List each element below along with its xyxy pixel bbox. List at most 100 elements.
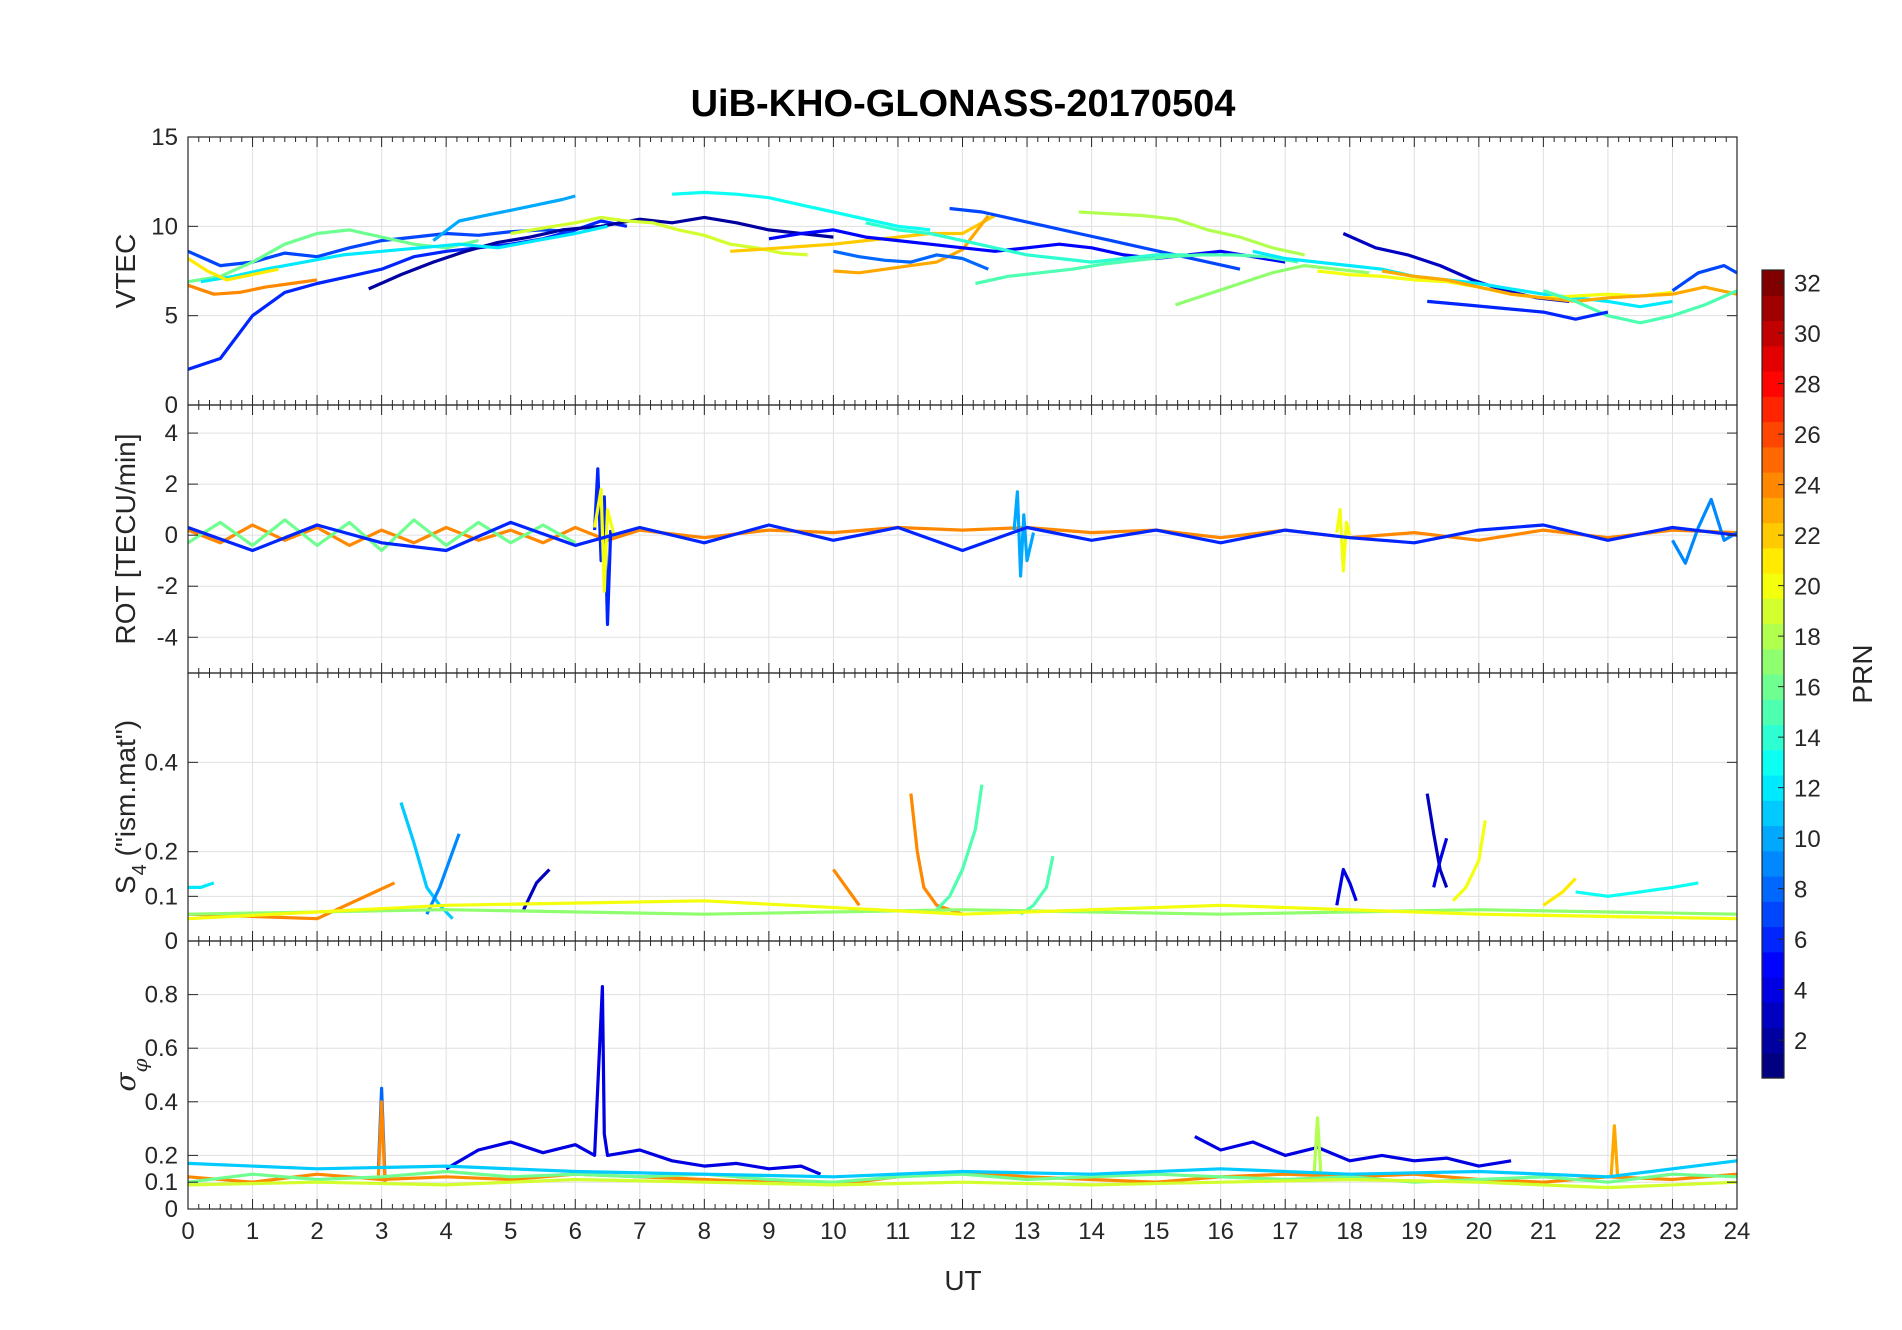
colorbar-tick-label: 6	[1794, 927, 1807, 954]
colorbar-swatch-27	[1762, 396, 1784, 423]
colorbar-swatch-29	[1762, 345, 1784, 372]
colorbar-swatch-2	[1762, 1027, 1784, 1054]
s4-y-tick-label: 0.2	[145, 839, 178, 866]
s4-y-tick-label: 0	[165, 928, 178, 955]
vtec-series-prn-15	[975, 253, 1299, 286]
vtec-series-prn-20	[1317, 269, 1673, 300]
x-tick-label: 5	[504, 1218, 517, 1245]
s4-y-axis-label: S4 ("ism.mat")	[110, 720, 151, 894]
colorbar-swatch-24	[1762, 472, 1784, 498]
vtec-series-prn-10	[432, 194, 576, 242]
x-tick-label: 2	[310, 1218, 323, 1245]
x-tick-label: 24	[1724, 1218, 1751, 1245]
vtec-series-prn-6	[188, 219, 628, 371]
sigma-grid	[187, 941, 1738, 1210]
rot-y-tick-label: 2	[165, 471, 178, 498]
x-tick-label: 17	[1272, 1218, 1299, 1245]
vtec-series-prn-22	[730, 214, 996, 253]
s4-series-prn-20	[188, 899, 1737, 921]
x-tick-label: 19	[1401, 1218, 1428, 1245]
vtec-series-prn-8	[833, 249, 989, 271]
colorbar-tick-label: 2	[1794, 1028, 1807, 1055]
colorbar-swatch-19	[1762, 598, 1784, 625]
sigma-y-tick-label: 0	[165, 1196, 178, 1223]
x-tick-label: 4	[439, 1218, 452, 1245]
colorbar-swatch-11	[1762, 800, 1784, 827]
colorbar-swatch-7	[1762, 901, 1784, 928]
colorbar-tick-label: 14	[1794, 725, 1821, 752]
s4-series-prn-13	[1575, 881, 1699, 898]
vtec-series-prn-7	[949, 206, 1241, 271]
sigma-series-prn-23	[1609, 1124, 1620, 1177]
rot-y-tick-label: 4	[165, 420, 178, 447]
s4-y-tick-label: 0.4	[145, 749, 178, 776]
colorbar-swatch-32	[1762, 270, 1784, 296]
x-tick-label: 22	[1595, 1218, 1622, 1245]
sigma-y-axis-label: σφ	[109, 1058, 152, 1091]
s4-series-prn-11	[399, 802, 454, 920]
rot-y-tick-label: -4	[157, 624, 178, 651]
x-tick-label: 20	[1465, 1218, 1492, 1245]
x-tick-label: 15	[1143, 1218, 1170, 1245]
colorbar-frame	[1761, 269, 1785, 1079]
sigma-y-tick-label: 0.1	[145, 1169, 178, 1196]
rot-series-prn-9	[1671, 497, 1737, 565]
sigma-series-prn-19	[188, 1177, 1737, 1190]
s4-series-prn-20	[1451, 820, 1487, 902]
x-tick-label: 18	[1336, 1218, 1363, 1245]
vtec-series-prn-21	[188, 257, 279, 282]
vtec-series-prn-18	[1078, 210, 1305, 257]
x-tick-label: 14	[1078, 1218, 1105, 1245]
vtec-series-prn-12	[1252, 249, 1673, 309]
colorbar-tick-label: 4	[1794, 978, 1807, 1005]
sigma-y-tick-label: 0.6	[145, 1035, 178, 1062]
vtec-series-prn-23	[1381, 269, 1737, 303]
colorbar-swatch-8	[1762, 876, 1784, 902]
colorbar-tick-label: 32	[1794, 271, 1821, 298]
s4-series-prn-24	[832, 868, 861, 907]
colorbar-swatch-23	[1762, 497, 1784, 524]
colorbar-tick-label: 28	[1794, 372, 1821, 399]
x-axis-label: UT	[944, 1265, 981, 1296]
x-tick-label: 7	[633, 1218, 646, 1245]
colorbar-swatch-20	[1762, 573, 1784, 599]
vtec-grid	[187, 136, 1738, 406]
colorbar-swatch-9	[1762, 850, 1784, 877]
x-tick-label: 0	[181, 1218, 194, 1245]
vtec-series-prn-12	[200, 224, 608, 284]
vtec-series-prn-7	[1671, 264, 1737, 293]
vtec-y-tick-label: 10	[151, 213, 178, 240]
x-tick-label: 8	[698, 1218, 711, 1245]
panel-rot: -4 -2 0 2 4 ROT [TECU/min]	[110, 404, 1738, 674]
rot-y-tick-label: 0	[165, 522, 178, 549]
sigma-y-tick-label: 0.2	[145, 1142, 178, 1169]
x-tick-label: 12	[949, 1218, 976, 1245]
colorbar-swatch-1	[1762, 1052, 1784, 1079]
colorbar-tick-label: 26	[1794, 422, 1821, 449]
rot-series-prn-20	[1335, 508, 1352, 573]
s4-series-prn-15	[1019, 855, 1055, 916]
colorbar-swatch-22	[1762, 522, 1784, 549]
colorbar-tick-label: 24	[1794, 473, 1821, 500]
rot-series-prn-10	[1012, 490, 1036, 578]
s4-series-group	[188, 784, 1737, 921]
s4-y-tick-label: 0.1	[145, 883, 178, 910]
vtec-series-prn-6	[1427, 299, 1609, 321]
panel-vtec: 0 5 10 15 VTEC	[110, 124, 1738, 419]
x-tick-label: 16	[1207, 1218, 1234, 1245]
colorbar-tick-label: 30	[1794, 321, 1821, 348]
x-tick-label: 1	[246, 1218, 259, 1245]
s4-series-prn-9	[425, 833, 461, 915]
rot-series-prn-20	[593, 487, 616, 593]
colorbar-tick-label: 18	[1794, 624, 1821, 651]
colorbar-swatch-5	[1762, 951, 1784, 978]
colorbar-swatch-3	[1762, 1002, 1784, 1029]
colorbar-tick-label: 12	[1794, 776, 1821, 803]
colorbar-swatch-12	[1762, 775, 1784, 801]
rot-series-prn-16	[188, 518, 577, 553]
colorbar-swatch-10	[1762, 825, 1784, 852]
sigma-series-group	[188, 984, 1737, 1190]
